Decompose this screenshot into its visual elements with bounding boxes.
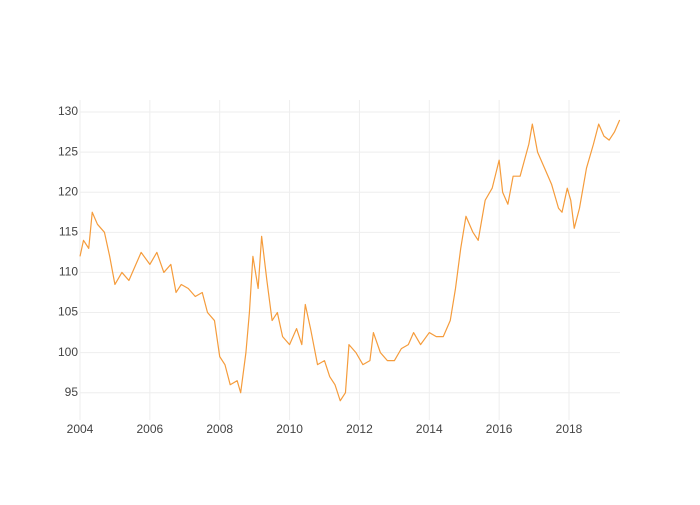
y-tick-label: 115: [59, 225, 78, 239]
x-tick-label: 2006: [137, 422, 164, 436]
x-tick-label: 2012: [346, 422, 373, 436]
line: [79, 119, 621, 402]
x-tick-label: 2004: [67, 422, 94, 436]
y-tick-label: 125: [58, 144, 78, 158]
x-tick-label: 2018: [556, 422, 583, 436]
x-tick-label: 2014: [416, 422, 443, 436]
y-tick-label: 95: [65, 385, 79, 399]
y-tick-label: 120: [58, 184, 78, 198]
y-tick-label: 105: [58, 305, 78, 319]
x-tick-label: 2008: [206, 422, 233, 436]
x-tick-label: 2010: [276, 422, 303, 436]
y-tick-label: 110: [59, 265, 78, 279]
x-tick-label: 2016: [486, 422, 513, 436]
y-tick-label: 100: [58, 345, 78, 359]
y-tick-label: 130: [58, 104, 78, 118]
